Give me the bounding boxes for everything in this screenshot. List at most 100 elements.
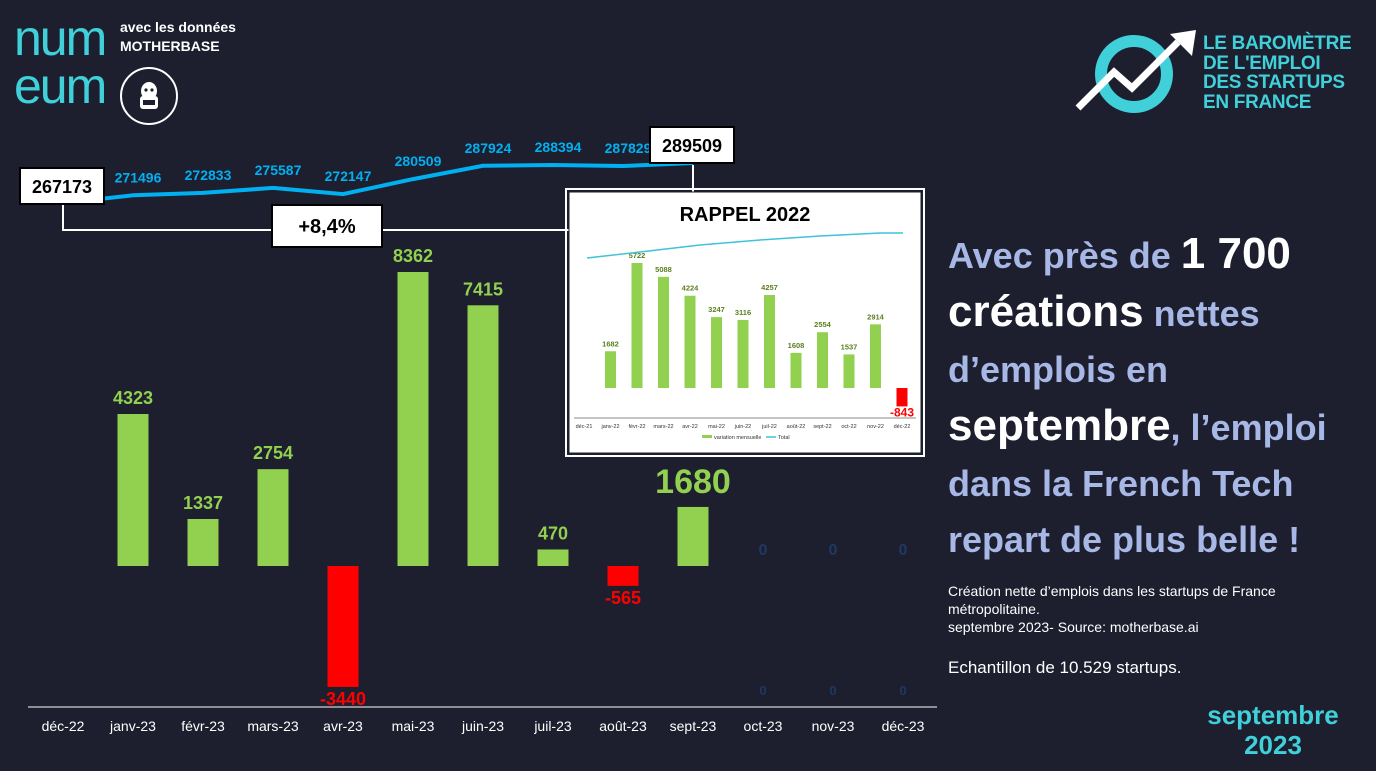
inset-border: [565, 188, 925, 457]
inset-tick-label: févr-22: [628, 424, 645, 430]
source-line1: Création nette d’emplois dans les startu…: [948, 583, 1276, 617]
data-credit-line2: MOTHERBASE: [120, 38, 220, 54]
inset-data-label: 1608: [788, 341, 805, 350]
period-month: septembre: [1207, 700, 1339, 730]
total-label: 287924: [465, 140, 512, 156]
inset-bar: [684, 295, 696, 388]
inset-title: RAPPEL 2022: [680, 204, 811, 226]
inset-data-label: 1682: [602, 339, 619, 348]
x-tick-label: avr-23: [323, 718, 363, 734]
period-label: septembre 2023: [1195, 700, 1351, 760]
inset-data-label: 2914: [867, 312, 885, 321]
inset-tick-label: juin-22: [734, 424, 752, 430]
source-line2: septembre 2023- Source: motherbase.ai: [948, 619, 1199, 635]
x-tick-label: juin-23: [461, 718, 504, 734]
total-line: [62, 161, 694, 205]
data-label: 470: [538, 523, 568, 543]
barometre-title: LE BAROMÈTRE DE L'EMPLOI DES STARTUPS EN…: [1203, 34, 1352, 113]
data-label: 4323: [113, 388, 153, 408]
inset-bar: [817, 332, 828, 388]
headline-part2: créations: [948, 287, 1144, 336]
inset-data-label-negative: -843: [890, 405, 914, 419]
inset-data-label: 4257: [761, 283, 778, 292]
inset-bar: [737, 319, 749, 388]
bar-negative: [327, 566, 359, 687]
inset-tick-label: sept-22: [813, 424, 831, 430]
motherbase-logo-icon: [120, 67, 178, 125]
x-tick-label: mai-23: [392, 718, 435, 734]
inset-bar: [870, 324, 881, 388]
inset-tick-label: déc-22: [894, 424, 911, 430]
inset-tick-label: nov-22: [867, 424, 884, 430]
data-label-zero: 0: [759, 542, 768, 559]
source-note: Création nette d’emplois dans les startu…: [948, 582, 1348, 636]
inset-tick-label: oct-22: [841, 424, 856, 430]
bar: [117, 414, 149, 566]
bar: [397, 272, 429, 566]
data-label: 2754: [253, 443, 293, 463]
x-tick-label: nov-23: [812, 718, 855, 734]
main-chart: déc-22 janv-23 févr-23 mars-23 avr-23 mai-23 j…: [19, 126, 937, 734]
total-label: 271496: [115, 169, 162, 185]
inset-legend-swatch: [702, 435, 712, 438]
data-label-zero-low: 0: [899, 683, 906, 698]
barometre-line3: DES STARTUPS: [1203, 72, 1345, 93]
data-label: 7415: [463, 279, 503, 299]
inset-bar: [790, 352, 802, 388]
inset-tick-label: juil-22: [761, 424, 777, 430]
data-label-negative: -3440: [320, 689, 366, 709]
inset-data-label: 2554: [814, 320, 832, 329]
inset-bar: [631, 263, 643, 388]
growth-arrow-icon: [1075, 30, 1196, 113]
total-callout-box: [649, 126, 735, 164]
inset-data-label: 5088: [655, 265, 672, 274]
data-credit: avec les données MOTHERBASE: [120, 18, 236, 56]
headline-number: 1 700: [1180, 229, 1291, 278]
x-tick-label: déc-22: [42, 718, 85, 734]
inset-tick-label: avr-22: [682, 424, 698, 430]
inset-data-label: 4224: [682, 284, 700, 293]
numeum-logo: num eum: [14, 10, 107, 114]
inset-bar: [764, 295, 775, 388]
x-tick-label: févr-23: [181, 718, 225, 734]
inset-tick-label: déc-21: [576, 424, 593, 430]
inset-total-line: [586, 232, 903, 259]
x-tick-label: août-23: [599, 718, 647, 734]
headline-part1: Avec près de: [948, 235, 1181, 276]
total-callout-label: 267173: [32, 177, 92, 197]
inset-data-label: 3116: [735, 308, 751, 317]
x-tick-label: oct-23: [744, 718, 783, 734]
total-label: 280509: [395, 153, 442, 169]
headline-part5: , l’emploi dans la French Tech repart de…: [948, 407, 1327, 560]
headline-part4: septembre: [948, 401, 1171, 450]
total-callout-label: 289509: [662, 136, 722, 156]
inset-bar-negative: [896, 388, 908, 407]
inset-data-label: 1537: [841, 342, 858, 351]
inset-bar: [658, 276, 669, 388]
headline-part3: nettes d’emplois en: [948, 293, 1260, 390]
barometre-line4: EN FRANCE: [1203, 91, 1312, 113]
x-tick-label: juil-23: [533, 718, 572, 734]
data-label-zero-low: 0: [759, 683, 766, 698]
total-label: 275587: [255, 162, 302, 178]
x-tick-label: mars-23: [247, 718, 299, 734]
bar: [467, 305, 499, 566]
inset-tick-label: mai-22: [708, 424, 725, 430]
data-label: 1680: [655, 463, 731, 501]
headline: Avec près de 1 700 créations nettes d’em…: [948, 226, 1368, 568]
growth-label: +8,4%: [298, 216, 355, 238]
x-tick-label: janv-23: [109, 718, 156, 734]
inset-bar: [711, 317, 722, 388]
data-label-negative: -565: [605, 588, 641, 608]
total-callout-box: [19, 167, 105, 205]
inset-tick-label: août-22: [787, 424, 806, 430]
inset-tick-label: janv-22: [600, 424, 619, 430]
inset-tick-label: mars-22: [653, 424, 673, 430]
data-label-zero: 0: [899, 542, 908, 559]
x-tick-label: sept-23: [670, 718, 717, 734]
x-tick-label: déc-23: [882, 718, 925, 734]
total-label: 288394: [535, 139, 582, 155]
bar: [257, 469, 289, 566]
total-label: 272833: [185, 167, 232, 183]
barometre-line2: DE L'EMPLOI: [1203, 52, 1321, 74]
